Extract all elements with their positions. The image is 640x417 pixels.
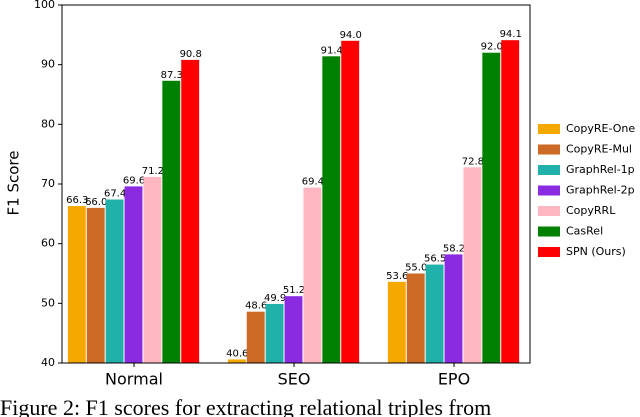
y-tick-label: 60: [41, 237, 55, 250]
legend-swatch: [538, 185, 560, 196]
value-label: 94.0: [340, 30, 362, 41]
bar: [86, 207, 105, 363]
legend-swatch: [538, 165, 560, 175]
value-label: 90.8: [180, 49, 202, 60]
bar: [501, 40, 520, 363]
value-label: 51.2: [283, 285, 305, 296]
value-label: 69.4: [302, 177, 324, 188]
y-tick-label: 90: [41, 58, 55, 71]
value-label: 55.0: [405, 263, 427, 274]
legend-swatch: [538, 206, 560, 216]
bar: [181, 59, 200, 363]
bar: [67, 206, 86, 363]
bar: [425, 264, 444, 363]
legend-swatch: [538, 247, 560, 257]
legend-label: CasRel: [566, 225, 603, 238]
bar: [482, 52, 501, 363]
legend-swatch: [538, 144, 560, 155]
bar: [162, 80, 181, 363]
bar: [227, 359, 246, 363]
value-label: 71.2: [142, 166, 164, 177]
value-label: 66.0: [85, 197, 107, 208]
legend-label: SPN (Ours): [566, 245, 626, 258]
legend-label: CopyRE-Mul: [566, 143, 632, 156]
value-label: 72.8: [462, 156, 484, 167]
value-label: 91.4: [321, 45, 343, 56]
value-label: 56.5: [424, 254, 446, 265]
bar: [463, 167, 482, 363]
value-label: 94.1: [500, 29, 522, 40]
x-tick-label: EPO: [438, 370, 470, 389]
legend-label: GraphRel-1p: [566, 163, 635, 176]
value-label: 92.0: [481, 42, 503, 53]
y-axis-label: F1 Score: [5, 151, 23, 216]
legend-swatch: [538, 226, 560, 237]
value-label: 53.6: [386, 271, 408, 282]
value-label: 87.3: [161, 70, 183, 81]
y-tick-label: 100: [34, 0, 55, 11]
x-tick-label: Normal: [105, 370, 163, 389]
caption: Figure 2: F1 scores for extracting relat…: [0, 395, 491, 417]
y-tick-label: 40: [41, 356, 55, 369]
value-label: 58.2: [443, 243, 465, 254]
bar: [124, 186, 143, 363]
legend-label: CopyRRL: [566, 204, 616, 217]
bar: [303, 187, 322, 363]
y-tick-label: 50: [41, 296, 55, 309]
plot-frame: [61, 4, 531, 364]
value-label: 69.6: [123, 175, 145, 186]
value-label: 66.3: [66, 195, 88, 206]
y-tick-label: 70: [41, 177, 55, 190]
bar: [105, 199, 124, 363]
bar: [444, 254, 463, 363]
bar: [284, 296, 303, 363]
y-tick-label: 80: [41, 117, 55, 130]
value-label: 67.4: [104, 189, 126, 200]
bar: [341, 40, 360, 364]
bar: [406, 273, 425, 363]
legend-label: CopyRE-One: [566, 122, 635, 135]
bar: [246, 311, 265, 363]
x-tick-label: SEO: [278, 370, 311, 389]
legend-label: GraphRel-2p: [566, 184, 635, 197]
value-label: 40.6: [226, 348, 248, 359]
bar: [387, 281, 406, 363]
legend-swatch: [538, 124, 560, 134]
bar: [143, 176, 162, 363]
value-label: 48.6: [245, 301, 267, 312]
bar: [265, 303, 284, 363]
bar: [322, 56, 341, 364]
value-label: 49.9: [264, 293, 286, 304]
